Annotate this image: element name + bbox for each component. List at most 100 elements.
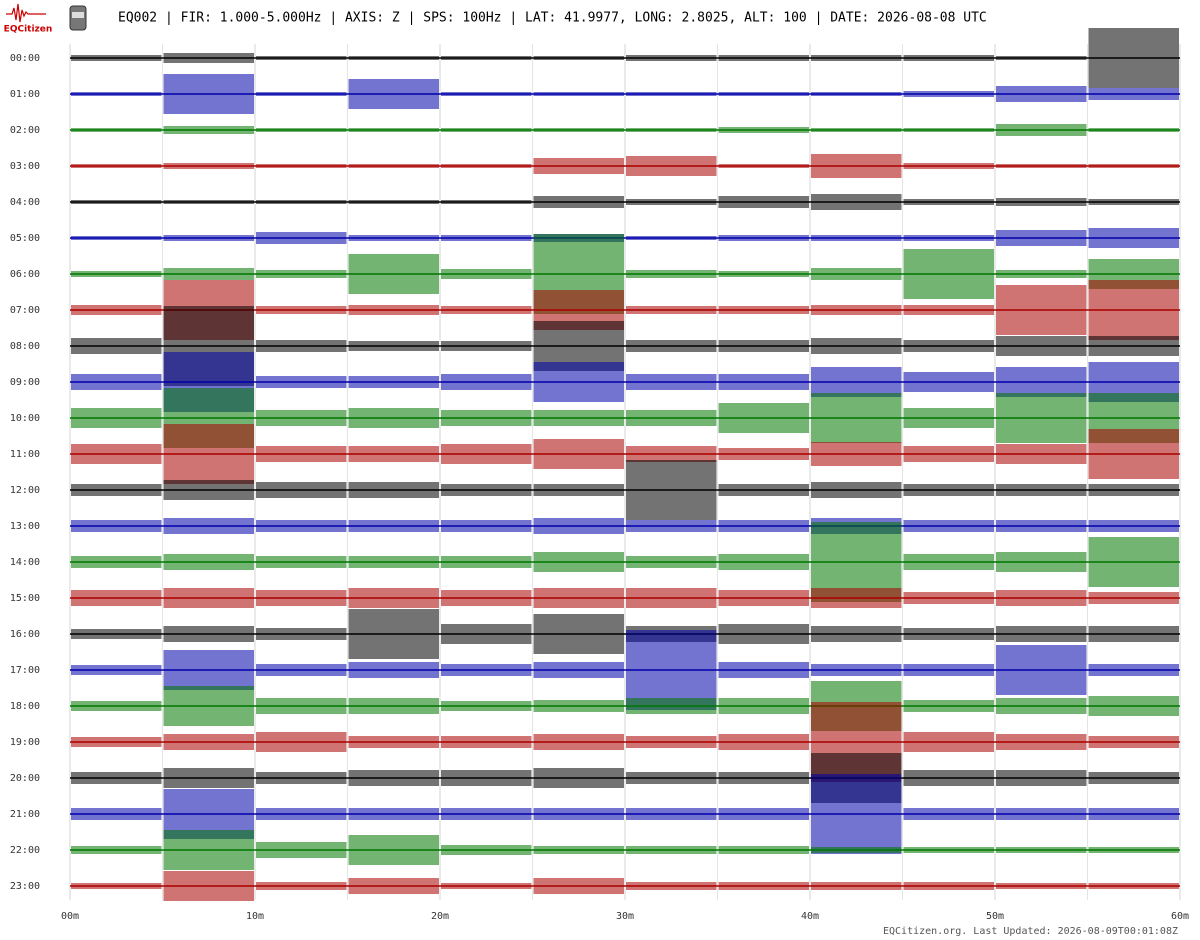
amplitude-envelope	[996, 393, 1087, 443]
row-label: 22:00	[10, 845, 40, 856]
amplitude-envelope	[903, 847, 994, 853]
amplitude-envelope	[1088, 736, 1179, 748]
amplitude-envelope	[71, 305, 162, 315]
amplitude-envelope	[163, 686, 254, 726]
row-label: 17:00	[10, 665, 40, 676]
amplitude-envelope	[996, 124, 1087, 136]
amplitude-envelope	[903, 446, 994, 462]
x-tick-label: 30m	[616, 911, 634, 922]
amplitude-envelope	[626, 199, 717, 205]
amplitude-envelope	[71, 338, 162, 354]
trace-row: 13:00	[10, 518, 1180, 534]
amplitude-envelope	[441, 341, 532, 351]
amplitude-envelope	[903, 592, 994, 604]
amplitude-envelope	[163, 588, 254, 608]
amplitude-envelope	[163, 200, 254, 204]
amplitude-envelope	[903, 163, 994, 169]
amplitude-envelope	[718, 554, 809, 570]
amplitude-envelope	[811, 847, 902, 853]
amplitude-envelope	[903, 235, 994, 241]
amplitude-envelope	[811, 664, 902, 676]
amplitude-envelope	[348, 341, 439, 351]
amplitude-envelope	[811, 268, 902, 280]
amplitude-envelope	[626, 306, 717, 314]
amplitude-envelope	[163, 424, 254, 484]
amplitude-envelope	[1088, 336, 1179, 356]
trace-row: 00:00	[10, 28, 1180, 88]
amplitude-envelope	[348, 808, 439, 820]
row-label: 20:00	[10, 773, 40, 784]
amplitude-envelope	[718, 235, 809, 241]
amplitude-envelope	[256, 56, 347, 60]
x-tick-label: 60m	[1171, 911, 1189, 922]
trace-row: 02:00	[10, 124, 1180, 136]
amplitude-envelope	[718, 808, 809, 820]
amplitude-envelope	[996, 336, 1087, 356]
row-label: 14:00	[10, 557, 40, 568]
amplitude-envelope	[256, 128, 347, 132]
amplitude-envelope	[718, 734, 809, 750]
amplitude-envelope	[348, 736, 439, 748]
amplitude-envelope	[71, 484, 162, 496]
amplitude-envelope	[1088, 664, 1179, 676]
row-label: 21:00	[10, 809, 40, 820]
row-label: 03:00	[10, 161, 40, 172]
x-tick-label: 10m	[246, 911, 264, 922]
amplitude-envelope	[996, 230, 1087, 246]
amplitude-envelope	[441, 374, 532, 390]
amplitude-envelope	[626, 808, 717, 820]
amplitude-envelope	[996, 847, 1087, 853]
amplitude-envelope	[718, 92, 809, 96]
amplitude-envelope	[71, 846, 162, 854]
amplitude-envelope	[903, 664, 994, 676]
amplitude-envelope	[903, 305, 994, 315]
amplitude-envelope	[533, 588, 624, 608]
amplitude-envelope	[626, 846, 717, 854]
amplitude-envelope	[71, 55, 162, 61]
amplitude-envelope	[996, 808, 1087, 820]
amplitude-envelope	[1088, 537, 1179, 587]
amplitude-envelope	[441, 590, 532, 606]
row-label: 08:00	[10, 341, 40, 352]
row-label: 10:00	[10, 413, 40, 424]
amplitude-envelope	[256, 556, 347, 568]
amplitude-envelope	[348, 446, 439, 462]
logo-wave	[6, 3, 46, 23]
amplitude-envelope	[533, 128, 624, 132]
amplitude-envelope	[718, 55, 809, 61]
amplitude-envelope	[348, 835, 439, 865]
amplitude-envelope	[996, 484, 1087, 496]
amplitude-envelope	[71, 92, 162, 96]
amplitude-envelope	[903, 554, 994, 570]
amplitude-envelope	[256, 698, 347, 714]
amplitude-envelope	[626, 236, 717, 240]
amplitude-envelope	[811, 305, 902, 315]
station-icon-label	[72, 12, 84, 18]
amplitude-envelope	[533, 734, 624, 750]
amplitude-envelope	[256, 92, 347, 96]
amplitude-envelope	[718, 374, 809, 390]
amplitude-envelope	[533, 878, 624, 894]
amplitude-envelope	[811, 367, 902, 397]
amplitude-envelope	[71, 701, 162, 711]
row-label: 23:00	[10, 881, 40, 892]
trace-row: 06:00	[10, 234, 1180, 314]
amplitude-envelope	[348, 128, 439, 132]
amplitude-envelope	[163, 626, 254, 642]
amplitude-envelope	[718, 846, 809, 854]
amplitude-envelope	[441, 624, 532, 644]
amplitude-envelope	[811, 235, 902, 241]
amplitude-envelope	[903, 128, 994, 132]
row-label: 00:00	[10, 53, 40, 64]
amplitude-envelope	[71, 164, 162, 168]
trace-row: 03:00	[10, 154, 1180, 178]
amplitude-envelope	[1088, 772, 1179, 784]
amplitude-envelope	[996, 285, 1087, 335]
amplitude-envelope	[256, 882, 347, 890]
amplitude-envelope	[996, 198, 1087, 206]
amplitude-envelope	[348, 482, 439, 498]
amplitude-envelope	[256, 590, 347, 606]
amplitude-envelope	[996, 56, 1087, 60]
amplitude-envelope	[533, 484, 624, 496]
